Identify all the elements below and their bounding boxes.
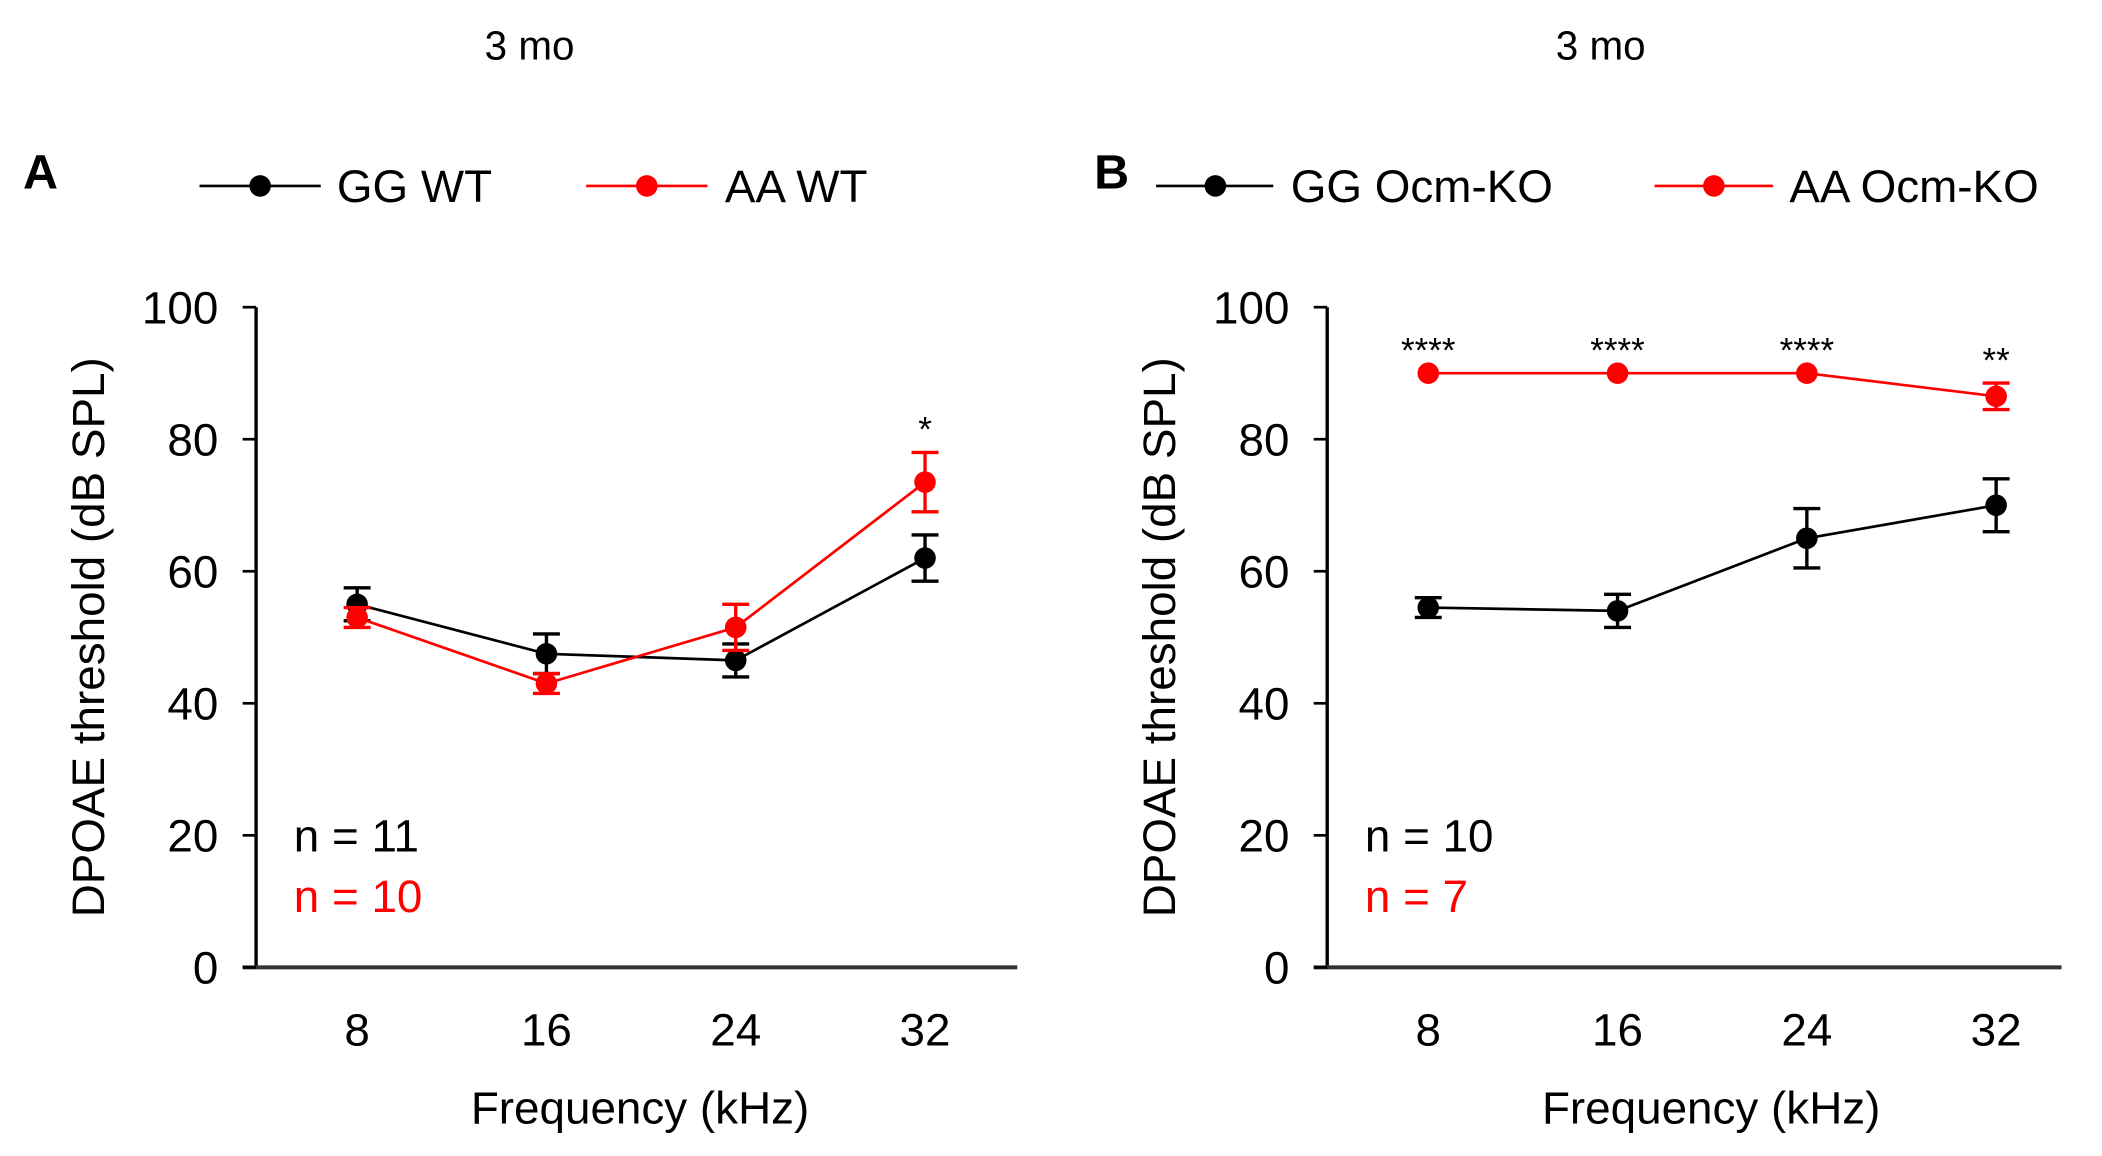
x-tick-label: 16	[521, 1005, 572, 1056]
x-tick-label: 32	[1971, 1005, 2022, 1056]
n-label: n = 11	[294, 811, 419, 862]
data-point	[535, 643, 558, 665]
legend-label: GG WT	[337, 161, 492, 212]
x-tick-label: 24	[710, 1005, 761, 1056]
y-axis-label: DPOAE threshold (dB SPL)	[63, 357, 114, 917]
legend-marker	[1204, 175, 1227, 197]
significance-marker: *	[918, 411, 932, 450]
x-axis-label: Frequency (kHz)	[1542, 1083, 1880, 1134]
y-tick-label: 20	[167, 811, 218, 862]
data-point	[346, 606, 368, 629]
significance-marker: **	[1983, 341, 2011, 380]
data-point	[1796, 362, 1818, 384]
panel-label: B	[1094, 146, 1129, 200]
x-tick-label: 32	[900, 1005, 951, 1056]
y-axis-label: DPOAE threshold (dB SPL)	[1134, 357, 1185, 917]
n-label: n = 7	[1365, 871, 1468, 922]
panel-title: 3 mo	[485, 22, 575, 68]
data-point	[1606, 600, 1629, 622]
data-point	[724, 649, 747, 672]
y-tick-label: 100	[142, 282, 218, 333]
legend-marker	[636, 175, 658, 197]
data-point	[1796, 527, 1818, 550]
significance-marker: ****	[1590, 331, 1645, 370]
y-tick-label: 0	[1264, 943, 1289, 994]
legend-marker	[1703, 175, 1725, 197]
panel-title: 3 mo	[1556, 22, 1646, 68]
data-point	[724, 616, 747, 639]
panel-label: A	[23, 146, 58, 200]
x-tick-label: 8	[1416, 1005, 1441, 1056]
n-label: n = 10	[1365, 811, 1494, 862]
significance-marker: ****	[1780, 331, 1835, 370]
data-point	[914, 471, 936, 493]
data-point	[535, 672, 558, 695]
legend-label: AA WT	[725, 161, 868, 212]
significance-marker: ****	[1401, 331, 1456, 370]
series-line-0	[356, 556, 926, 662]
series-line-1	[356, 481, 926, 685]
y-tick-label: 80	[167, 414, 218, 465]
x-tick-label: 24	[1781, 1005, 1832, 1056]
series-line-1	[1428, 371, 1997, 398]
data-point	[1985, 385, 2007, 408]
data-point	[1417, 596, 1440, 619]
series-line-0	[1428, 503, 1997, 613]
data-point	[1985, 494, 2007, 517]
legend-marker	[249, 175, 271, 197]
y-tick-label: 40	[167, 678, 218, 729]
x-axis-label: Frequency (kHz)	[471, 1083, 809, 1134]
data-point	[914, 547, 936, 569]
data-point	[1606, 362, 1629, 384]
legend-label: AA Ocm-KO	[1789, 161, 2038, 212]
n-label: n = 10	[294, 871, 423, 922]
y-tick-label: 100	[1213, 282, 1289, 333]
x-tick-label: 16	[1592, 1005, 1643, 1056]
data-point	[1417, 362, 1440, 384]
legend-label: GG Ocm-KO	[1291, 161, 1553, 212]
y-tick-label: 60	[167, 546, 218, 597]
y-tick-label: 60	[1239, 546, 1290, 597]
y-tick-label: 0	[193, 943, 218, 994]
y-tick-label: 80	[1239, 414, 1290, 465]
y-tick-label: 20	[1239, 811, 1290, 862]
y-tick-label: 40	[1239, 678, 1290, 729]
x-tick-label: 8	[344, 1005, 369, 1056]
